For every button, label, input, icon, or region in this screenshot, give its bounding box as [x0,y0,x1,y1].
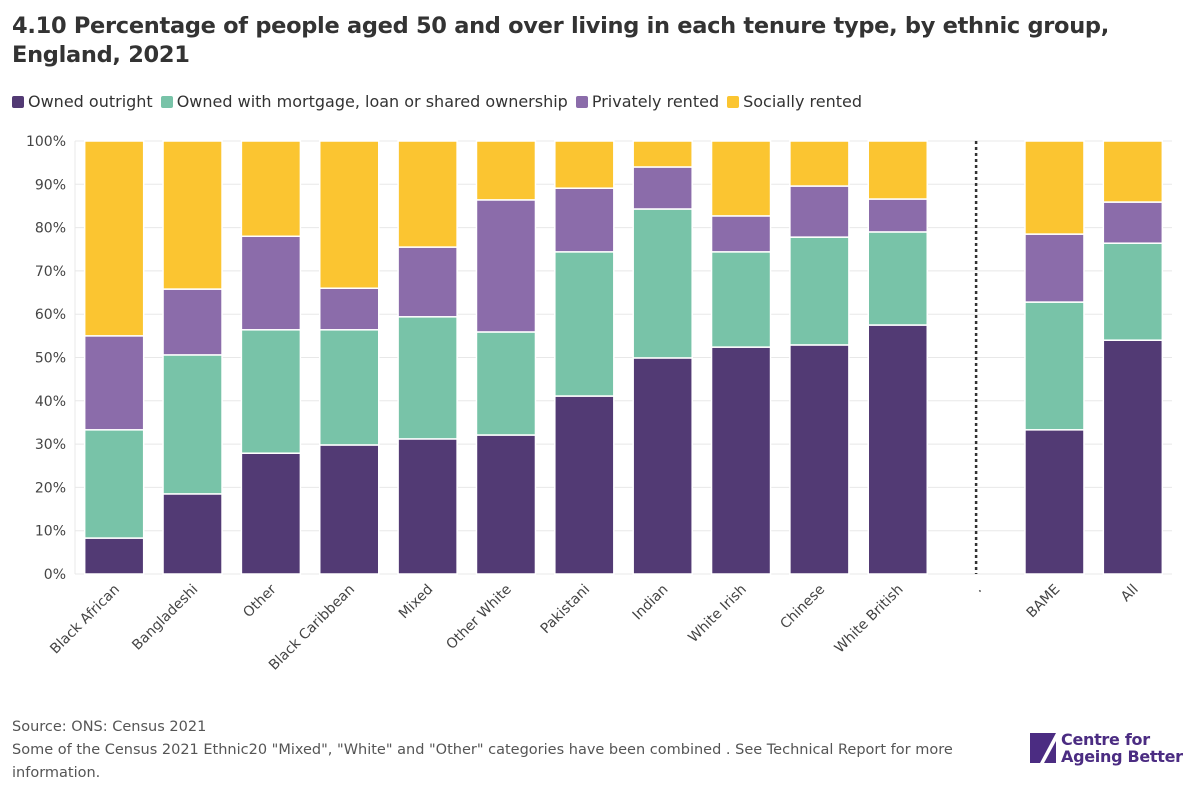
bar-segment [319,140,380,289]
bar-segment [397,140,458,248]
logo-line1: Centre for [1061,730,1150,749]
legend-item: Owned with mortgage, loan or shared owne… [160,92,568,111]
bar-segment [710,215,772,253]
y-tick-label: 40% [35,394,66,410]
legend-item: Socially rented [727,92,862,111]
bar-segment [789,236,850,346]
legend-label: Owned outright [28,92,153,111]
bar-segment [83,335,145,431]
x-tick-label: Indian [630,582,672,624]
bar-segment [867,198,928,233]
legend-label: Socially rented [743,92,863,111]
y-tick-label: 90% [35,177,66,193]
x-tick-label: Pakistani [538,582,594,638]
bar-segment [475,199,537,333]
y-tick-label: 50% [35,351,66,367]
legend: Owned outright Owned with mortgage, loan … [12,92,864,111]
x-tick-label: Chinese [777,582,828,633]
legend-swatch [12,95,24,108]
bar-segment [240,452,302,575]
bar-segment [710,140,772,217]
logo-mark-icon [1030,733,1056,763]
bar-segment [319,444,380,575]
bar-segment [240,329,302,454]
bar-segment [1102,201,1164,244]
x-tick-label: All [1118,582,1142,606]
bar-segment [397,438,458,575]
bar-segment [162,354,223,495]
legend-item: Owned outright [12,92,153,111]
y-tick-label: 100% [26,134,66,150]
source-text: Source: ONS: Census 2021 [12,719,207,735]
stacked-bar-chart: 0% 10% 20% 30% 40% 50% 60% 70% 80% 90% 100% Black A… [26,134,1172,674]
bar-segment [789,140,850,187]
y-tick-label: 10% [35,524,66,540]
chart-title: 4.10 Percentage of people aged 50 and ov… [12,13,1109,68]
y-tick-label: 60% [35,307,66,323]
x-tick-label: BAME [1024,582,1064,622]
bar-segment [397,246,458,318]
bar-segment [240,140,302,238]
bar-segment [319,287,380,331]
bar-segment [397,316,458,440]
bar-segment [632,208,693,359]
legend-swatch [575,95,588,108]
bar-segment [710,346,772,575]
bar-segment [632,166,693,210]
bar-segment [475,140,537,201]
footer: Source: ONS: Census 2021 Some of the Cen… [12,716,992,785]
bar-segment [1024,301,1085,431]
legend-label: Owned with mortgage, loan or shared owne… [176,92,568,111]
x-tick-label: Black Caribbean [266,582,358,674]
x-tick-label: White Irish [685,582,749,646]
x-tick-label: Mixed [396,582,437,623]
note-text: Some of the Census 2021 Ethnic20 "Mixed"… [12,742,953,781]
legend-swatch [727,95,740,108]
bar-segment [867,140,928,200]
bar-segment [162,288,223,356]
y-tick-label: 70% [35,264,66,280]
bar-segment [475,434,537,575]
logo-line2: Ageing Better [1061,747,1183,766]
legend-label: Privately rented [591,92,720,111]
x-tick-label: . [970,582,984,596]
bar-segment [789,185,850,238]
bar-segment [867,324,928,575]
y-tick-label: 30% [35,437,66,453]
bar-segment [1024,233,1085,303]
bar-segment [83,537,145,575]
bar-segment [1102,140,1164,203]
bar-segment [710,251,772,348]
x-tick-label: White British [832,582,907,657]
bar-segment [632,140,693,168]
bar-segment [554,395,615,575]
bar-segment [554,140,615,189]
x-tick-label: Bangladeshi [129,582,201,654]
y-tick-label: 0% [44,567,66,583]
bar-segment [83,140,145,337]
x-tick-label: Black African [47,582,123,658]
logo: Centre for Ageing Better [1030,731,1183,765]
bar-segment [475,331,537,436]
bar-segment [1024,140,1085,235]
bar-segment [162,140,223,290]
bar-segment [1102,242,1164,341]
y-tick-label: 20% [35,480,66,496]
bar-segment [789,344,850,575]
x-tick-label: Other [240,581,280,621]
bar-segment [1102,339,1164,575]
legend-swatch [160,95,173,108]
bar-segment [867,231,928,326]
bar-segment [554,187,615,253]
bar-segment [554,251,615,397]
bar-segment [1024,429,1085,575]
bar-segment [240,235,302,331]
bar-segment [83,429,145,539]
x-tick-label: Other White [443,582,514,653]
bar-segment [319,329,380,446]
bar-segment [632,357,693,575]
legend-item: Privately rented [575,92,720,111]
bar-segment [162,493,223,575]
y-tick-label: 80% [35,221,66,237]
